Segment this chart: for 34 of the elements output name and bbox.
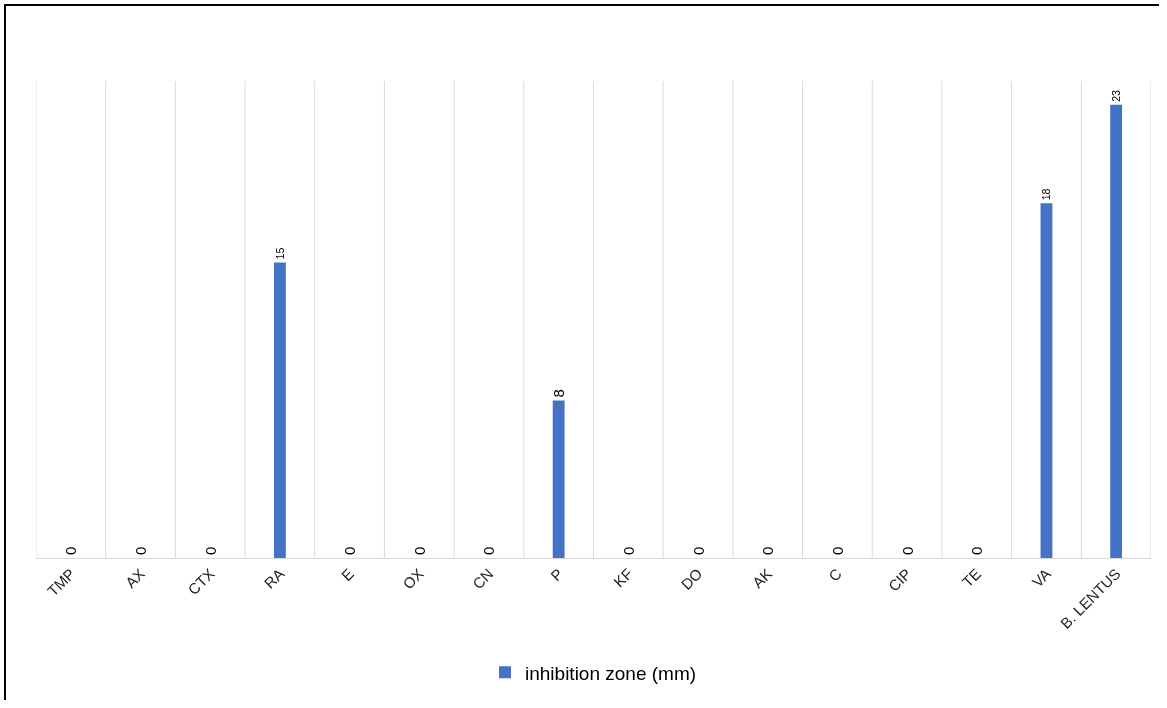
x-tick-label: VA — [1028, 564, 1054, 591]
data-label: 0 — [828, 546, 846, 555]
x-tick-label: E — [337, 564, 358, 585]
x-tick-label: C — [825, 564, 845, 585]
x-tick-label: CIP — [884, 564, 915, 595]
data-label: 23 — [1110, 89, 1123, 102]
data-label: 0 — [759, 546, 777, 555]
bar — [1040, 203, 1053, 558]
data-label: 0 — [201, 546, 219, 555]
x-tick-label: AK — [748, 564, 776, 592]
bar — [273, 262, 286, 558]
data-label: 15 — [273, 247, 286, 260]
bar — [1110, 104, 1123, 558]
data-label: 0 — [410, 546, 428, 555]
data-label: 0 — [689, 546, 707, 555]
data-label: 0 — [132, 546, 150, 555]
data-label: 0 — [619, 546, 637, 555]
data-label: 0 — [898, 546, 916, 555]
data-label: 0 — [341, 546, 359, 555]
x-tick-label: TE — [958, 564, 985, 591]
x-tick-label: CN — [469, 564, 497, 593]
data-label: 18 — [1040, 188, 1053, 201]
legend-label: inhibition zone (mm) — [525, 662, 697, 684]
data-label: 0 — [968, 546, 986, 555]
x-tick-label: P — [546, 564, 567, 585]
x-tick-label: AX — [121, 564, 148, 592]
x-tick-label: KF — [610, 564, 636, 591]
data-label: 0 — [480, 546, 498, 555]
data-label: 8 — [550, 389, 568, 398]
x-tick-label: RA — [260, 564, 288, 592]
x-tick-label: OX — [399, 564, 427, 593]
bar — [552, 400, 565, 558]
x-tick-label: DO — [677, 564, 706, 593]
data-label: 0 — [62, 546, 80, 555]
